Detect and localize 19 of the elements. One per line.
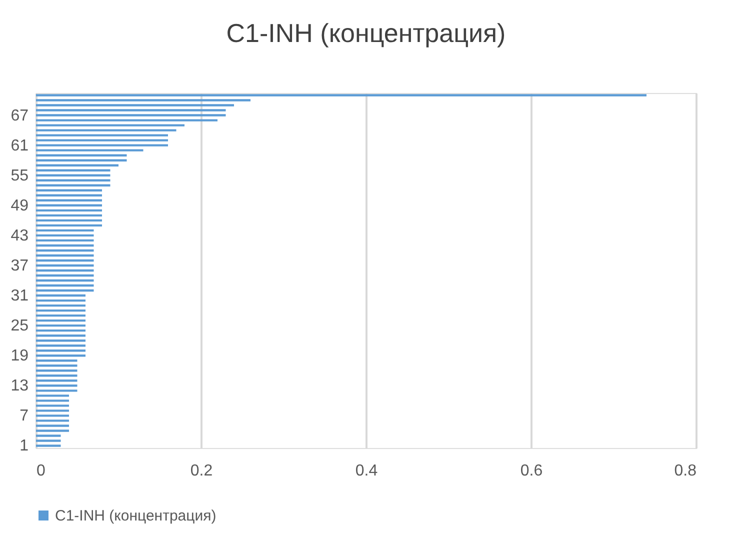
chart-title: C1-INH (концентрация) <box>226 18 506 48</box>
y-tick-label: 61 <box>10 137 29 154</box>
y-tick-label: 19 <box>10 348 29 365</box>
y-tick-label: 49 <box>10 197 29 214</box>
x-tick-label: 0.4 <box>355 462 378 480</box>
y-tick-label: 1 <box>20 438 29 455</box>
y-tick-label: 43 <box>10 227 29 244</box>
y-tick-label: 7 <box>20 408 29 425</box>
y-tick-label: 13 <box>10 378 29 395</box>
x-tick-label: 0.2 <box>190 462 213 480</box>
y-tick-label: 37 <box>10 257 29 274</box>
x-tick-label: 0 <box>36 462 46 480</box>
y-tick-label: 25 <box>10 318 29 335</box>
x-tick-label: 0.6 <box>520 462 543 480</box>
x-tick-label: 0.8 <box>674 462 697 480</box>
y-tick-label: 55 <box>10 167 29 184</box>
y-tick-label: 67 <box>10 107 29 124</box>
y-tick-label: 31 <box>10 288 29 305</box>
legend-label: C1-INH (концентрация) <box>55 508 216 524</box>
